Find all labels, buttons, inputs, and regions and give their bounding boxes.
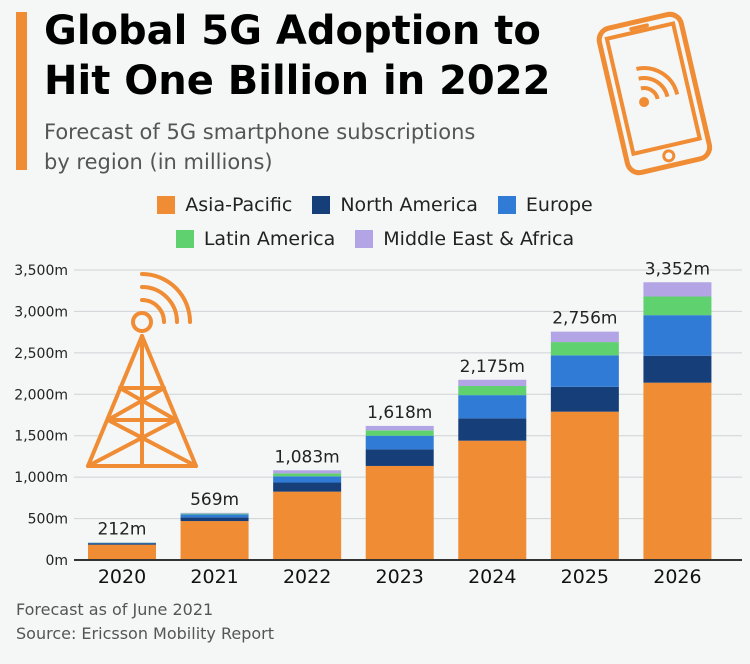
legend-item-middle-east-africa: Middle East & Africa <box>355 228 574 250</box>
total-label-2023: 1,618m <box>367 403 432 423</box>
total-label-2025: 2,756m <box>552 309 617 329</box>
legend-label-asia-pacific: Asia-Pacific <box>185 194 293 216</box>
legend-swatch-asia-pacific <box>157 196 176 214</box>
legend-row-2: Latin America Middle East & Africa <box>0 222 750 256</box>
legend-item-latin-america: Latin America <box>175 228 336 250</box>
bar-segments <box>88 282 712 560</box>
accent-bar <box>16 12 27 170</box>
y-tick-label: 1,500m <box>14 429 68 445</box>
chart-subtitle-line-1: Forecast of 5G smartphone subscriptions <box>44 120 476 144</box>
y-tick-label: 3,500m <box>14 263 68 279</box>
bar-segment-middle-east-africa-2026 <box>643 282 712 297</box>
bar-segment-asia-pacific-2023 <box>365 465 434 560</box>
bar-segment-europe-2023 <box>365 435 434 450</box>
bar-segment-europe-2021 <box>180 514 249 518</box>
bar-segment-asia-pacific-2022 <box>273 491 342 560</box>
bar-segment-latin-america-2024 <box>458 386 527 396</box>
bar-segment-latin-america-2023 <box>365 430 434 436</box>
chart-subtitle: Forecast of 5G smartphone subscriptions … <box>44 117 564 177</box>
bar-segment-europe-2026 <box>643 315 712 356</box>
bar-segment-asia-pacific-2021 <box>180 521 249 560</box>
chart-subtitle-line-2: by region (in millions) <box>44 150 273 174</box>
legend-item-north-america: North America <box>312 194 478 216</box>
legend-swatch-north-america <box>312 196 331 214</box>
forecast-note: Forecast as of June 2021 <box>16 600 214 619</box>
legend-row-1: Asia-Pacific North America Europe <box>0 188 750 222</box>
bar-segment-latin-america-2021 <box>180 513 249 515</box>
chart-title-line-2: Hit One Billion in 2022 <box>44 58 551 104</box>
bar-segment-europe-2025 <box>550 355 619 387</box>
bar-segment-north-america-2024 <box>458 418 527 441</box>
bar-segment-asia-pacific-2024 <box>458 440 527 560</box>
total-labels: 212m 569m 1,083m 1,618m 2,175m 2,756m 3,352m <box>97 259 710 539</box>
y-tick-label: 500m <box>28 512 68 528</box>
bar-segment-europe-2022 <box>273 476 342 483</box>
bar-segment-north-america-2025 <box>550 386 619 412</box>
x-tick-label-2022: 2022 <box>283 566 331 588</box>
y-tick-label: 0m <box>45 553 68 569</box>
bar-segment-europe-2024 <box>458 395 527 419</box>
chart-title: Global 5G Adoption to Hit One Billion in… <box>44 6 584 106</box>
bar-segment-asia-pacific-2026 <box>643 382 712 560</box>
bar-segment-north-america-2023 <box>365 449 434 466</box>
bar-segment-middle-east-africa-2023 <box>365 425 434 431</box>
legend-label-europe: Europe <box>525 194 593 216</box>
legend-item-asia-pacific: Asia-Pacific <box>157 194 292 216</box>
legend-swatch-europe <box>497 196 516 214</box>
bar-segment-north-america-2026 <box>643 355 712 383</box>
bar-segment-middle-east-africa-2022 <box>273 470 342 474</box>
total-label-2024: 2,175m <box>460 357 525 377</box>
bar-segment-north-america-2021 <box>180 517 249 522</box>
y-axis-tick-labels: 0m 500m 1,000m 1,500m 2,000m 2,500m 3,000m 3,50… <box>14 263 68 569</box>
bar-segment-latin-america-2026 <box>643 296 712 316</box>
bar-segment-latin-america-2022 <box>273 473 342 477</box>
total-label-2020: 212m <box>97 519 146 539</box>
legend-label-middle-east-africa: Middle East & Africa <box>383 228 575 250</box>
legend-label-latin-america: Latin America <box>203 228 336 250</box>
x-tick-label-2024: 2024 <box>468 566 516 588</box>
bar-segment-north-america-2020 <box>88 543 156 545</box>
x-tick-label-2025: 2025 <box>561 566 609 588</box>
x-tick-label-2020: 2020 <box>98 566 146 588</box>
cell-tower-icon <box>86 272 198 468</box>
total-label-2022: 1,083m <box>275 447 340 467</box>
chart-legend: Asia-Pacific North America Europe Latin … <box>0 188 750 256</box>
bar-segment-middle-east-africa-2021 <box>180 512 249 514</box>
legend-item-europe: Europe <box>497 194 593 216</box>
source-note: Source: Ericsson Mobility Report <box>16 624 274 643</box>
y-tick-label: 2,000m <box>14 387 68 403</box>
y-tick-label: 3,000m <box>14 304 68 320</box>
bar-segment-asia-pacific-2025 <box>550 411 619 560</box>
x-tick-label-2021: 2021 <box>190 566 238 588</box>
legend-label-north-america: North America <box>340 194 478 216</box>
bar-segment-asia-pacific-2020 <box>88 544 156 560</box>
bar-segment-europe-2020 <box>88 542 156 544</box>
total-label-2021: 569m <box>190 490 239 510</box>
y-tick-label: 2,500m <box>14 346 68 362</box>
bar-segment-latin-america-2025 <box>550 342 619 356</box>
smartphone-wifi-icon <box>596 11 713 176</box>
chart-title-line-1: Global 5G Adoption to <box>44 8 541 54</box>
x-axis-tick-labels: 2020 2021 2022 2023 2024 2025 2026 <box>98 566 702 588</box>
legend-swatch-middle-east-africa <box>355 230 374 248</box>
y-tick-label: 1,000m <box>14 470 68 486</box>
bar-segment-north-america-2022 <box>273 482 342 492</box>
bar-segment-middle-east-africa-2024 <box>458 379 527 386</box>
legend-swatch-latin-america <box>175 230 194 248</box>
stacked-bar-chart: 0m 500m 1,000m 1,500m 2,000m 2,500m 3,000m 3,50… <box>14 259 742 588</box>
bar-segment-middle-east-africa-2025 <box>550 331 619 343</box>
total-label-2026: 3,352m <box>645 259 710 279</box>
x-tick-label-2023: 2023 <box>376 566 424 588</box>
chart-footer: Forecast as of June 2021 Source: Ericsso… <box>16 598 274 646</box>
x-tick-label-2026: 2026 <box>653 566 701 588</box>
